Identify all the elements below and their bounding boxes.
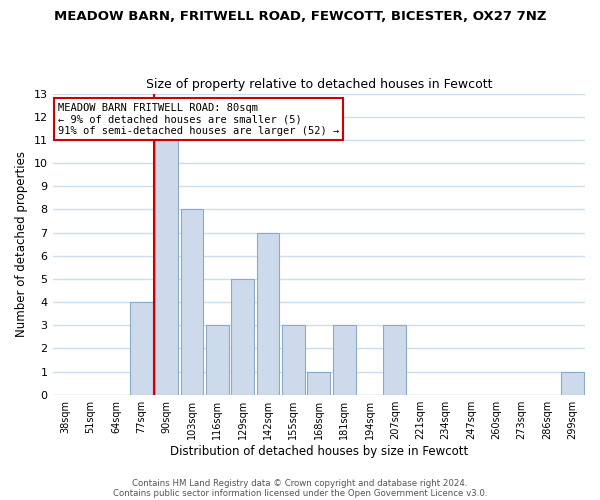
Bar xyxy=(130,302,152,394)
Y-axis label: Number of detached properties: Number of detached properties xyxy=(15,151,28,337)
Bar xyxy=(206,325,229,394)
Bar xyxy=(181,210,203,394)
Title: Size of property relative to detached houses in Fewcott: Size of property relative to detached ho… xyxy=(146,78,492,91)
Bar xyxy=(307,372,330,394)
Text: Contains public sector information licensed under the Open Government Licence v3: Contains public sector information licen… xyxy=(113,488,487,498)
Text: Contains HM Land Registry data © Crown copyright and database right 2024.: Contains HM Land Registry data © Crown c… xyxy=(132,478,468,488)
Text: MEADOW BARN, FRITWELL ROAD, FEWCOTT, BICESTER, OX27 7NZ: MEADOW BARN, FRITWELL ROAD, FEWCOTT, BIC… xyxy=(54,10,546,23)
Bar xyxy=(231,279,254,394)
Bar xyxy=(257,232,280,394)
Bar xyxy=(383,325,406,394)
Bar xyxy=(333,325,356,394)
Text: MEADOW BARN FRITWELL ROAD: 80sqm
← 9% of detached houses are smaller (5)
91% of : MEADOW BARN FRITWELL ROAD: 80sqm ← 9% of… xyxy=(58,102,339,136)
Bar xyxy=(282,325,305,394)
X-axis label: Distribution of detached houses by size in Fewcott: Distribution of detached houses by size … xyxy=(170,444,468,458)
Bar xyxy=(561,372,584,394)
Bar xyxy=(155,140,178,394)
